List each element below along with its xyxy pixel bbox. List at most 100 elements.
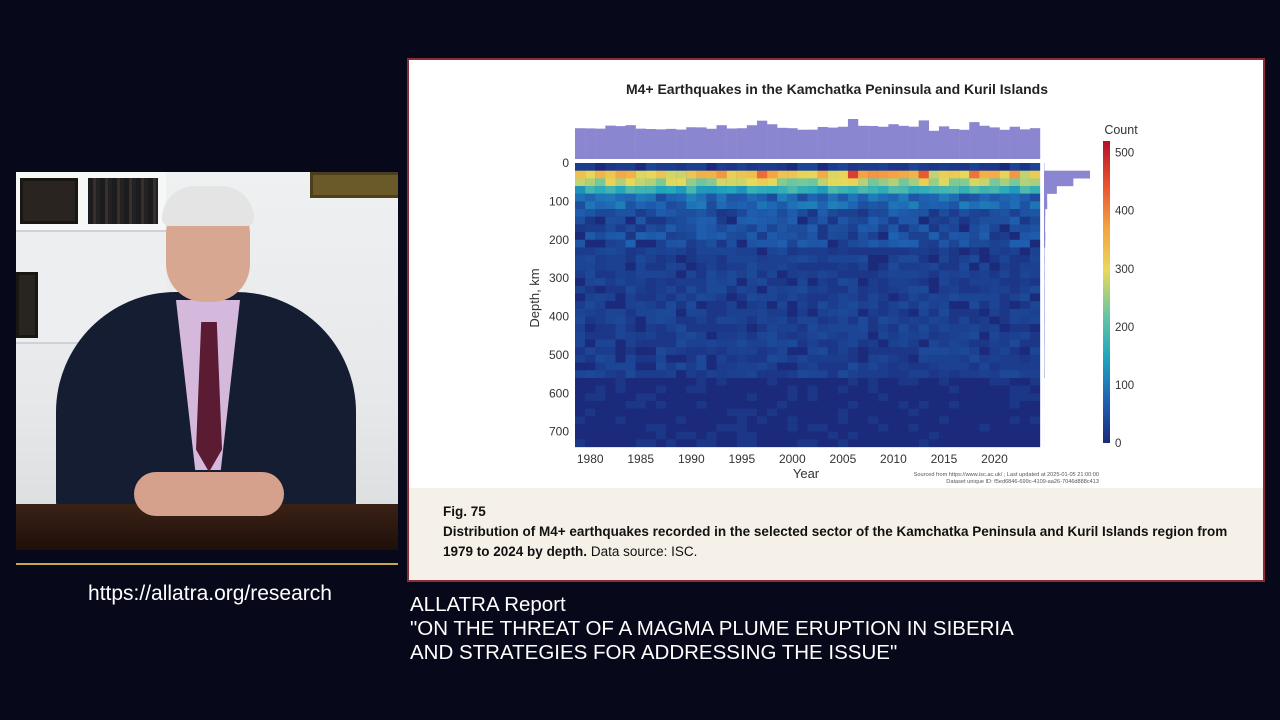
heatmap-cell <box>797 423 808 432</box>
heatmap-cell <box>595 354 606 363</box>
y-tick-label: 600 <box>549 386 569 400</box>
heatmap-cell <box>1019 400 1031 409</box>
heatmap-cell <box>736 262 747 271</box>
heatmap-cell <box>736 278 747 286</box>
heatmap-cell <box>595 224 606 233</box>
heatmap-cell <box>928 400 940 409</box>
heatmap-cell <box>898 308 909 317</box>
heatmap-cell <box>817 293 828 302</box>
heatmap-cell <box>959 262 970 271</box>
heatmap-cell <box>756 262 768 271</box>
heatmap-cell <box>736 339 747 348</box>
heatmap-cell <box>706 239 717 248</box>
heatmap-cell <box>918 209 929 217</box>
heatmap-cell <box>908 431 919 440</box>
heatmap-cell <box>949 278 960 286</box>
year-histogram-bar <box>605 125 616 159</box>
heatmap-cell <box>746 255 758 263</box>
heatmap-cell <box>898 301 909 309</box>
heatmap-cell <box>726 301 737 309</box>
heatmap-cell <box>1009 431 1020 440</box>
heatmap-cell <box>837 385 849 394</box>
heatmap-cell <box>827 201 838 210</box>
heatmap-cell <box>908 209 919 217</box>
heatmap-cell <box>595 393 606 402</box>
heatmap-cell <box>837 354 849 363</box>
heatmap-cell <box>938 232 950 240</box>
heatmap-cell <box>1019 278 1031 286</box>
heatmap-cell <box>928 247 940 256</box>
heatmap-cell <box>959 285 970 294</box>
heatmap-cell <box>969 400 980 409</box>
heatmap-cell <box>949 255 960 263</box>
heatmap-cell <box>585 216 596 225</box>
figure-title: Distribution of M4+ earthquakes recorded… <box>443 524 1228 559</box>
heatmap-cell <box>605 347 616 356</box>
heatmap-cell <box>655 178 667 187</box>
heatmap-cell <box>858 324 869 333</box>
heatmap-cell <box>807 163 818 171</box>
heatmap-cell <box>908 224 919 233</box>
heatmap-cell <box>999 370 1010 379</box>
heatmap-cell <box>908 270 919 279</box>
heatmap-cell <box>605 331 616 340</box>
heatmap-cell <box>949 270 960 279</box>
year-histogram-bar <box>1019 129 1031 159</box>
heatmap-cell <box>807 423 818 432</box>
heatmap-cell <box>949 239 960 248</box>
heatmap-cell <box>716 347 727 356</box>
heatmap-cell <box>858 178 869 187</box>
heatmap-cell <box>807 201 818 210</box>
year-histogram-bar <box>716 125 727 159</box>
heatmap-cell <box>858 270 869 279</box>
heatmap-cell <box>1009 377 1020 386</box>
heatmap-cell <box>777 362 788 371</box>
heatmap-cell <box>938 308 950 317</box>
heatmap-cell <box>696 408 707 417</box>
heatmap-cell <box>1029 270 1041 279</box>
heatmap-cell <box>888 385 899 394</box>
heatmap-cell <box>736 308 747 317</box>
heatmap-cell <box>605 239 616 248</box>
heatmap-cell <box>959 209 970 217</box>
heatmap-cell <box>696 400 707 409</box>
heatmap-cell <box>1019 354 1031 363</box>
heatmap-cell <box>635 193 646 202</box>
heatmap-cell <box>635 262 646 271</box>
heatmap-cell <box>989 193 1000 202</box>
heatmap-cell <box>1009 301 1020 309</box>
heatmap-cell <box>595 178 606 187</box>
heatmap-cell <box>938 347 950 356</box>
heatmap-cell <box>979 393 990 402</box>
heatmap-cell <box>797 178 808 187</box>
heatmap-cell <box>1019 178 1031 187</box>
heatmap-cell <box>999 201 1010 210</box>
heatmap-cell <box>918 186 929 194</box>
heatmap-cell <box>858 216 869 225</box>
heatmap-cell <box>989 293 1000 302</box>
heatmap-cell <box>959 331 970 340</box>
heatmap-cell <box>665 347 677 356</box>
heatmap-cell <box>858 285 869 294</box>
heatmap-cell <box>787 354 798 363</box>
heatmap-cell <box>949 370 960 379</box>
heatmap-cell <box>868 316 879 325</box>
heatmap-cell <box>868 416 879 425</box>
heatmap-cell <box>726 170 737 179</box>
heatmap-cell <box>767 416 778 425</box>
heatmap-cell <box>756 393 768 402</box>
heatmap-cell <box>756 301 768 309</box>
depth-histogram-bar <box>1044 239 1046 248</box>
heatmap-cell <box>949 301 960 309</box>
heatmap-cell <box>898 247 909 256</box>
heatmap-cell <box>908 178 919 187</box>
heatmap-cell <box>898 178 909 187</box>
heatmap-cell <box>898 262 909 271</box>
heatmap-cell <box>767 255 778 263</box>
heatmap-cell <box>686 232 697 240</box>
heatmap-cell <box>928 316 940 325</box>
heatmap-cell <box>1009 224 1020 233</box>
heatmap-cell <box>625 393 636 402</box>
heatmap-cell <box>938 400 950 409</box>
heatmap-cell <box>665 163 677 171</box>
